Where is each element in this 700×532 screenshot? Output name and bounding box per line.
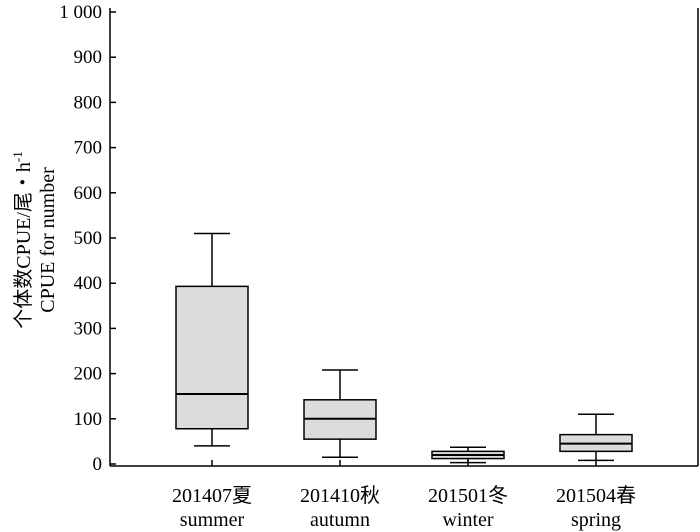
boxes [175, 232, 633, 466]
y-tick-label: 100 [74, 409, 103, 430]
x-category-label-en: winter [442, 509, 493, 531]
y-ticks: 0 100 200 300 400 500 600 700 800 900 1 000 [59, 2, 116, 475]
y-tick-label: 500 [74, 228, 103, 249]
y-tick-label: 1 000 [59, 2, 102, 23]
y-axis-title: 个体数CPUE/尾・h-1 CPUE for number [10, 151, 59, 329]
y-axis-title-en: CPUE for number [37, 167, 59, 313]
y-tick-label: 300 [74, 318, 103, 339]
x-category-label-cn: 201501冬 [428, 484, 508, 507]
y-tick-label: 200 [74, 364, 103, 385]
box-iqr [175, 285, 249, 430]
box-group [303, 369, 377, 466]
axes [109, 8, 699, 467]
y-axis-title-cn: 个体数CPUE/尾・h-1 [10, 151, 35, 329]
y-tick-label: 900 [74, 47, 103, 68]
y-axis-title-sup: -1 [10, 151, 25, 162]
x-category-label-cn: 201410秋 [300, 484, 380, 507]
x-category-label-cn: 201504春 [556, 484, 636, 507]
y-tick-label: 600 [74, 183, 103, 204]
y-tick-label: 400 [74, 273, 103, 294]
box-group [431, 446, 505, 466]
y-tick-label: 800 [74, 92, 103, 113]
x-category-label-en: autumn [310, 509, 370, 531]
x-category-label-en: summer [180, 509, 245, 531]
box-group [559, 413, 633, 466]
box-group [175, 232, 249, 466]
x-category-label-cn: 201407夏 [172, 485, 252, 507]
y-tick-label: 0 [93, 454, 103, 475]
y-tick-label: 700 [74, 138, 103, 159]
x-category-label-en: spring [571, 509, 621, 531]
